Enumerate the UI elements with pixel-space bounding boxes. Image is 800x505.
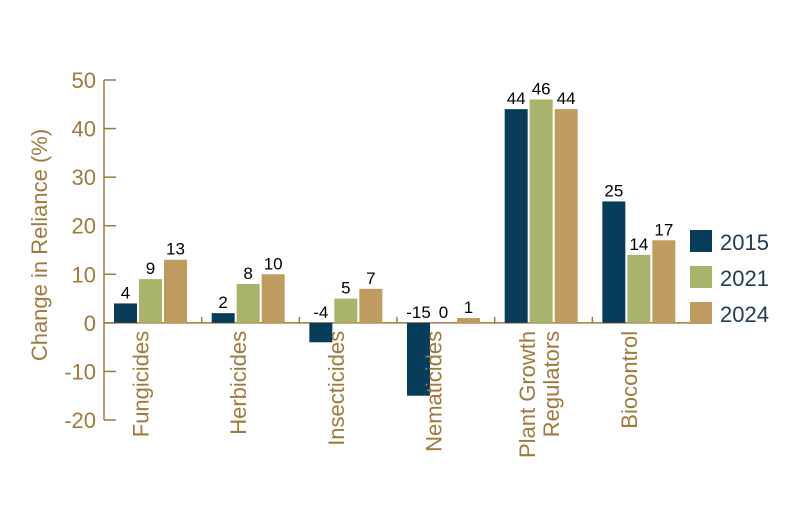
data-label: 10 [264, 254, 283, 273]
bar-2021 [529, 99, 553, 323]
category-label-line: Biocontrol [617, 331, 642, 429]
bar-2015 [407, 322, 430, 396]
bar-2024 [164, 259, 187, 323]
bar-2024 [554, 109, 578, 323]
data-label: 17 [654, 220, 673, 239]
y-axis-label: Change in Reliance (%) [27, 129, 52, 361]
data-labels: 49 13 28 10 -4 57 -15 0 1 44 46 44 25 14 17 [121, 79, 674, 321]
bar-2024 [359, 288, 383, 323]
y-tick-label: 20 [72, 214, 96, 239]
data-label: 1 [464, 298, 473, 317]
category-labels: Fungicides Herbicides Insecticides Nematici… [129, 331, 642, 458]
bar-2024 [652, 240, 676, 323]
bars [114, 99, 676, 396]
category-label: Fungicides [129, 331, 154, 437]
y-tick-label: 10 [72, 262, 96, 287]
category-label: Biocontrol [617, 331, 642, 429]
category-label: Nematicides [422, 331, 447, 452]
legend-swatch-2024 [690, 302, 712, 324]
bar-2015 [309, 322, 333, 343]
category-label: Insecticides [324, 331, 349, 446]
category-label-line: Herbicides [226, 331, 251, 435]
y-tick-label: -10 [64, 359, 96, 384]
category-label-line: Fungicides [129, 331, 154, 437]
legend: 2015 2021 2024 [690, 230, 769, 327]
data-label: 44 [557, 89, 576, 108]
category-label-line: Plant Growth [515, 331, 540, 458]
data-label: 46 [532, 79, 551, 98]
bar-2021 [334, 298, 358, 323]
legend-label: 2024 [720, 302, 769, 327]
y-tick-label: 0 [84, 311, 96, 336]
category-label-line: Nematicides [422, 331, 447, 452]
data-label: -15 [406, 303, 431, 322]
category-label-line: Insecticides [324, 331, 349, 446]
data-label: 7 [366, 269, 375, 288]
data-label: -4 [313, 303, 328, 322]
data-label: 13 [166, 240, 185, 259]
y-tick-label: -20 [64, 408, 96, 433]
legend-swatch-2021 [690, 266, 712, 288]
y-tick-label: 50 [72, 68, 96, 93]
data-label: 44 [507, 89, 526, 108]
data-label: 9 [146, 259, 155, 278]
category-label: Herbicides [226, 331, 251, 435]
data-label: 2 [218, 293, 227, 312]
category-label: Plant Growth Regulators [515, 331, 564, 458]
y-tick-label: 30 [72, 165, 96, 190]
legend-label: 2015 [720, 230, 769, 255]
bar-2021 [627, 254, 651, 323]
data-label: 25 [604, 181, 623, 200]
data-label: 4 [121, 283, 130, 302]
bar-2021 [139, 279, 162, 323]
bar-2015 [114, 303, 137, 323]
bar-2015 [211, 313, 235, 323]
bar-2024 [261, 274, 285, 323]
bar-2021 [236, 284, 260, 323]
data-label: 14 [629, 235, 648, 254]
category-label-line: Regulators [539, 331, 564, 437]
bar-2024 [457, 318, 480, 323]
data-label: 8 [243, 264, 252, 283]
legend-swatch-2015 [690, 230, 712, 252]
data-label: 0 [439, 303, 448, 322]
y-tick-label: 40 [72, 117, 96, 142]
bar-2015 [504, 109, 528, 323]
bar-2015 [602, 201, 626, 323]
legend-label: 2021 [720, 266, 769, 291]
data-label: 5 [341, 279, 350, 298]
